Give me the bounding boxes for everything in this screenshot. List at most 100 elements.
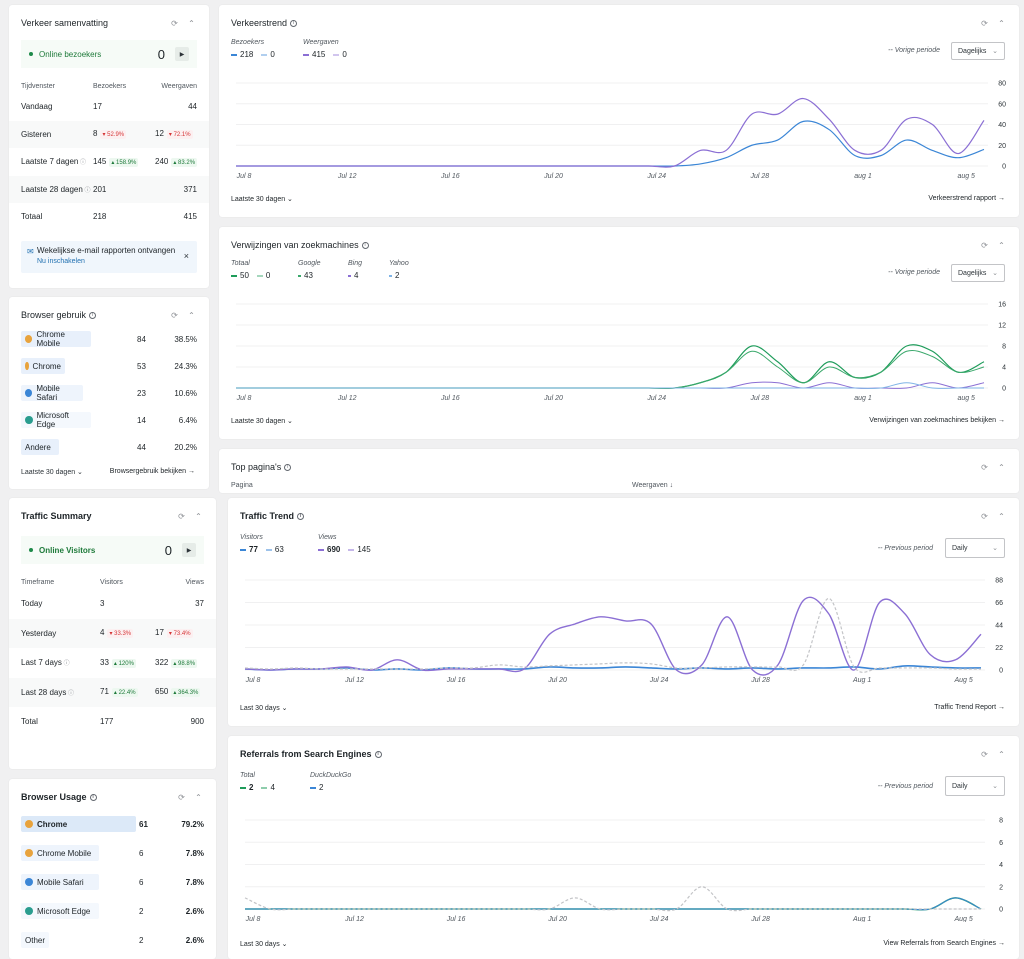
legend-previous-value: 0 — [270, 50, 275, 59]
timeframe-text: Totaal — [21, 212, 43, 222]
x-tick-label: Jul 12 — [337, 173, 357, 180]
legend-current-value: 2 — [395, 271, 400, 280]
refresh-icon[interactable]: ⟳ — [178, 793, 185, 802]
card-title-text: Referrals from Search Engines — [240, 749, 372, 759]
info-icon: i — [284, 463, 292, 471]
nl-traffic-trend-card: Verkeerstrend i ⟳ ⌃ Bezoekers 218 0 Weergav… — [219, 5, 1019, 217]
column-header-views[interactable]: Weergaven ↓ — [632, 482, 674, 489]
browser-item: Mobile Safari — [21, 874, 99, 890]
period-dropdown[interactable]: Laatste 30 dagen ⌄ — [231, 196, 293, 203]
y-tick-label: 40 — [998, 122, 1006, 129]
chevron-up-icon[interactable]: ⌃ — [998, 241, 1005, 250]
browser-percentage: 38.5% — [174, 335, 197, 344]
chevron-up-icon[interactable]: ⌃ — [998, 19, 1005, 28]
chevron-up-icon[interactable]: ⌃ — [998, 750, 1005, 759]
enable-now-link[interactable]: Nu inschakelen — [37, 258, 85, 265]
x-tick-label: Jul 16 — [446, 677, 466, 684]
card-title: Browser gebruik i — [21, 310, 97, 320]
view-browser-usage-link[interactable]: Browsergebruik bekijken → — [109, 468, 195, 475]
legend-previous-value: 63 — [274, 545, 284, 554]
legend-previous: 4 — [261, 783, 275, 792]
x-tick-label: Jul 20 — [543, 173, 563, 180]
y-tick-label: 12 — [998, 323, 1006, 330]
legend-swatch — [298, 274, 301, 277]
legend-previous: 145 — [348, 545, 371, 554]
timeframe-label: Last 28 days ⓘ — [21, 688, 74, 697]
interval-select[interactable]: Daily ⌄ — [945, 538, 1005, 558]
refresh-icon[interactable]: ⟳ — [171, 311, 178, 320]
x-tick-label: Jul 24 — [649, 677, 669, 684]
interval-select[interactable]: Daily ⌄ — [945, 776, 1005, 796]
legend-swatch — [348, 548, 355, 551]
browser-percentage: 10.6% — [174, 389, 197, 398]
interval-select[interactable]: Dagelijks ⌄ — [951, 42, 1005, 60]
period-dropdown[interactable]: Last 30 days ⌄ — [240, 941, 288, 948]
interval-select[interactable]: Dagelijks ⌄ — [951, 264, 1005, 282]
legend-swatch — [231, 53, 237, 56]
visitors-value: 218 — [93, 212, 106, 221]
legend-current-value: 43 — [304, 271, 313, 280]
play-icon[interactable]: ▶ — [182, 543, 196, 557]
chevron-up-icon[interactable]: ⌃ — [188, 311, 195, 320]
legend-title: Totaal — [231, 260, 250, 267]
browser-name: Chrome Mobile — [36, 330, 65, 348]
series-line-duckduckgo — [244, 897, 982, 911]
chrome-mobile-icon — [25, 849, 33, 857]
chrome-icon — [25, 820, 33, 828]
browser-item: Microsoft Edge — [21, 411, 91, 429]
period-dropdown[interactable]: Last 30 days ⌄ — [240, 705, 288, 712]
series-line-yahoo — [236, 382, 985, 389]
timeframe-label: Totaal — [21, 212, 42, 221]
traffic-trend-report-link[interactable]: Verkeerstrend rapport → — [928, 195, 1005, 202]
column-header: Views — [185, 578, 204, 586]
refresh-icon[interactable]: ⟳ — [981, 512, 988, 521]
chevron-up-icon[interactable]: ⌃ — [195, 793, 202, 802]
browser-name: Chrome — [37, 819, 68, 829]
legend-title: Weergaven — [303, 39, 339, 46]
refresh-icon[interactable]: ⟳ — [171, 19, 178, 28]
browser-percentage: 6.4% — [178, 416, 197, 425]
info-icon: ⓘ — [78, 160, 87, 167]
table-row: Vandaag 17 44 — [9, 93, 209, 121]
visitors-value: 8 ▾ 52.9% — [93, 129, 127, 140]
chevron-up-icon[interactable]: ⌃ — [188, 19, 195, 28]
period-dropdown[interactable]: Laatste 30 dagen ⌄ — [21, 469, 83, 476]
views-number: 650 — [155, 687, 169, 697]
card-title-text: Traffic Summary — [21, 511, 92, 521]
online-visitors-box: Online bezoekers 0 ▶ — [21, 40, 197, 68]
period-dropdown[interactable]: Laatste 30 dagen ⌄ — [231, 418, 293, 425]
traffic-trend-report-link[interactable]: Traffic Trend Report → — [934, 704, 1005, 711]
refresh-icon[interactable]: ⟳ — [981, 463, 988, 472]
x-tick-label: Jul 16 — [440, 173, 460, 180]
x-tick-label: Jul 12 — [344, 916, 364, 922]
chevron-up-icon[interactable]: ⌃ — [998, 463, 1005, 472]
view-search-referrals-link[interactable]: View Referrals from Search Engines → — [883, 940, 1005, 947]
refresh-icon[interactable]: ⟳ — [178, 512, 185, 521]
view-search-referrals-link[interactable]: Verwijzingen van zoekmachines bekijken → — [869, 417, 1005, 424]
legend-current: 43 — [298, 271, 313, 280]
legend-title: Yahoo — [389, 260, 409, 267]
y-tick-label: 0 — [999, 907, 1003, 914]
chevron-up-icon[interactable]: ⌃ — [998, 512, 1005, 521]
column-header: Timeframe — [21, 578, 55, 586]
close-icon[interactable]: × — [183, 251, 189, 261]
timeframe-label: Laatste 28 dagen ⓘ — [21, 185, 91, 194]
refresh-icon[interactable]: ⟳ — [981, 750, 988, 759]
refresh-icon[interactable]: ⟳ — [981, 241, 988, 250]
refresh-icon[interactable]: ⟳ — [981, 19, 988, 28]
card-title-text: Verkeer samenvatting — [21, 18, 109, 28]
x-tick-label: Jul 8 — [245, 916, 261, 922]
y-tick-label: 44 — [995, 623, 1003, 630]
browser-percentage: 2.6% — [185, 907, 204, 916]
views-value: 17 ▾ 73.4% — [155, 628, 193, 639]
card-title-text: Top pagina's — [231, 462, 282, 472]
microsoft-edge-icon — [25, 416, 33, 424]
browser-percentage: 2.6% — [185, 936, 204, 945]
chevron-up-icon[interactable]: ⌃ — [195, 512, 202, 521]
views-value: 322 ▴ 98.8% — [155, 658, 198, 668]
period-label: Laatste 30 dagen — [231, 418, 286, 425]
table-header: Tijdvenster Bezoekers Weergaven — [9, 79, 209, 93]
browser-name: Other — [25, 935, 46, 945]
legend-previous: 0 — [256, 271, 270, 280]
play-icon[interactable]: ▶ — [175, 47, 189, 61]
